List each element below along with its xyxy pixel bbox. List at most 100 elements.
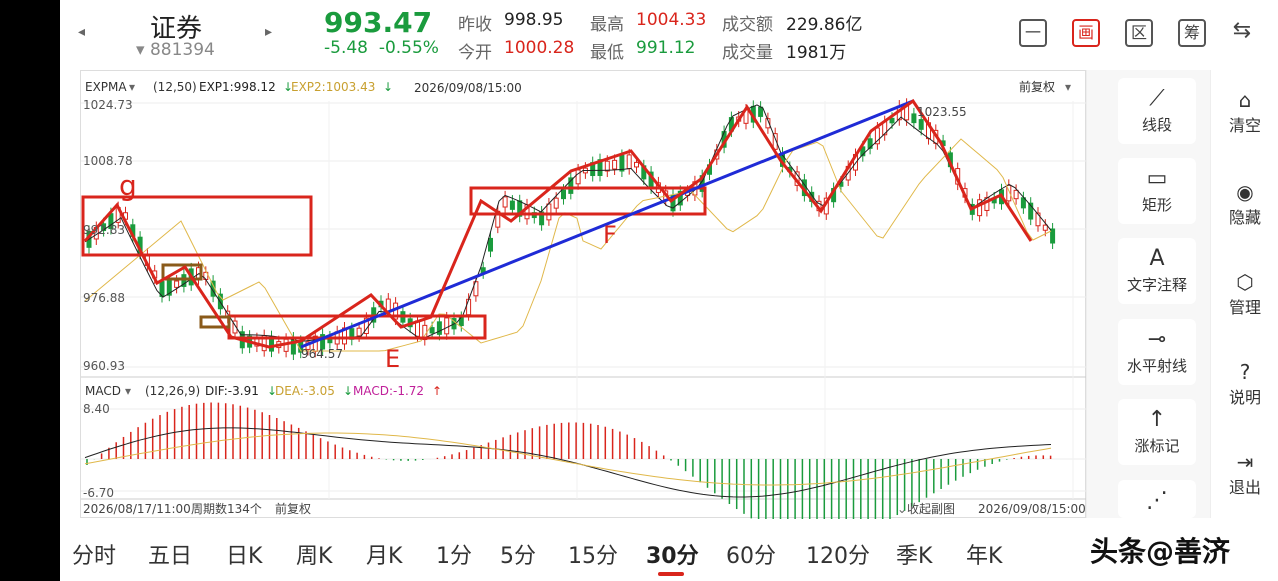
tool-line-segment[interactable]: ⟋ 线段 <box>1118 78 1196 144</box>
y-axis-labels: 1024.73 1008.78 992.83 976.88 960.93 <box>83 98 133 373</box>
candle-body <box>546 203 552 221</box>
collapse-chevron-icon[interactable]: ⌄ <box>897 502 907 516</box>
minimize-icon[interactable]: 一 <box>1019 19 1047 47</box>
candle-body <box>444 317 450 335</box>
exit-button[interactable]: ⇥ 退出 <box>1211 450 1278 498</box>
main-indicator-params: (12,50) <box>153 80 197 94</box>
high-price-label: 1023.55 <box>917 105 967 119</box>
exp2-value: EXP2:1003.43 <box>291 80 375 94</box>
tool-label: 矩形 <box>1141 196 1172 214</box>
stock-code[interactable]: ▾ 881394 <box>136 40 215 60</box>
candle-body <box>758 106 764 117</box>
tool-horizontal-ray[interactable]: ⊸ 水平射线 <box>1118 319 1196 385</box>
period-tab[interactable]: 120分 <box>806 544 870 569</box>
adjust-dropdown-icon[interactable]: ▾ <box>1065 80 1071 94</box>
dif-line <box>84 427 1052 498</box>
quote-value-high: 1004.33 <box>636 10 707 30</box>
drawn-rectangle <box>469 186 707 216</box>
candle-body <box>232 320 238 334</box>
collapse-subchart-button[interactable]: 收起副图 <box>907 502 955 516</box>
period-tab[interactable]: 60分 <box>726 544 776 569</box>
candle-body <box>561 189 566 200</box>
next-stock-arrow[interactable]: ▸ <box>265 24 273 40</box>
clear-button[interactable]: ⌂ 清空 <box>1211 88 1278 136</box>
candle-body <box>181 274 187 287</box>
manage-button[interactable]: ⬡ 管理 <box>1211 270 1278 318</box>
quote-value-prev-close: 998.95 <box>504 10 564 30</box>
active-period-indicator <box>658 572 684 576</box>
candle-body <box>553 197 559 209</box>
tool-text-annotation[interactable]: A 文字注释 <box>1118 238 1196 304</box>
candle-body <box>385 298 391 312</box>
main-indicator-dropdown-icon[interactable]: ▾ <box>129 80 135 94</box>
dif-down-arrow-icon: ↓ <box>267 384 277 398</box>
candle-body <box>101 223 107 232</box>
period-tab[interactable]: 季K <box>896 544 933 569</box>
y-tick-5: 960.93 <box>83 359 125 373</box>
candle-body <box>626 154 632 170</box>
y-tick-3: 992.83 <box>83 223 125 237</box>
period-tab[interactable]: 日K <box>226 544 263 569</box>
drawing-actions-panel: ⌂ 清空 ◉ 隐藏 ⬡ 管理 ? 说明 ⇥ 退出 <box>1210 70 1278 518</box>
footer-period-count: 周期数134个 <box>191 501 262 516</box>
candle-body <box>911 113 917 124</box>
macd-dropdown-icon[interactable]: ▾ <box>125 384 131 398</box>
main-legend: EXPMA ▾ (12,50) EXP1:998.12 ↓ EXP2:1003.… <box>85 79 1071 95</box>
tool-rectangle[interactable]: ▭ 矩形 <box>1118 158 1196 224</box>
period-tab[interactable]: 1分 <box>436 544 472 569</box>
prev-stock-arrow[interactable]: ◂ <box>78 24 86 40</box>
period-tab[interactable]: 5分 <box>500 544 536 569</box>
draw-mode-icon[interactable]: 画 <box>1072 19 1100 47</box>
period-tab-active[interactable]: 30分 <box>646 544 699 569</box>
y-tick-4: 976.88 <box>83 291 125 305</box>
change-value: -5.48 <box>324 38 368 58</box>
landscape-icon[interactable]: ⇆ <box>1232 18 1252 43</box>
kline-chart-area[interactable]: g E F EXPMA ▾ (12,50) EXP1:998.12 ↓ EXP2:1… <box>80 70 1087 519</box>
tool-up-mark[interactable]: ↑ 涨标记 <box>1118 399 1196 465</box>
adjust-selector[interactable]: 前复权 <box>1019 79 1055 94</box>
price-change: -5.48 -0.55% <box>324 38 439 58</box>
tool-more[interactable]: ⋰ <box>1118 480 1196 518</box>
candle-body <box>1006 184 1012 202</box>
tool-label: 水平射线 <box>1126 357 1187 375</box>
candle-body <box>677 190 683 206</box>
candle-body <box>356 327 362 337</box>
period-tab[interactable]: 月K <box>366 544 403 569</box>
candle-body <box>488 237 493 252</box>
period-tab[interactable]: 15分 <box>568 544 618 569</box>
candle-body <box>670 194 676 212</box>
change-percent: -0.55% <box>378 38 439 58</box>
candle-body <box>1013 189 1019 200</box>
period-tab[interactable]: 周K <box>296 544 333 569</box>
candle-body <box>765 118 771 129</box>
macd-y-bottom: -6.70 <box>83 486 114 500</box>
trend-line <box>300 99 914 349</box>
user-drawings: g E F <box>81 98 1033 373</box>
tool-label: 线段 <box>1141 116 1172 134</box>
side-action-label: 退出 <box>1228 478 1261 497</box>
kline-chart-svg[interactable]: g E F EXPMA ▾ (12,50) EXP1:998.12 ↓ EXP2:1… <box>81 71 1087 519</box>
watermark: 头条@善济 <box>1090 535 1231 568</box>
period-tab[interactable]: 年K <box>966 544 1003 569</box>
annotation-g: g <box>119 169 137 202</box>
tool-label: 涨标记 <box>1134 437 1180 455</box>
exp1-line <box>84 104 1052 342</box>
period-tab[interactable]: 分时 <box>72 544 117 569</box>
clear-icon: ⌂ <box>1238 88 1252 112</box>
main-indicator-name[interactable]: EXPMA <box>85 80 127 94</box>
period-tab[interactable]: 五日 <box>148 544 193 569</box>
y-tick-1: 1024.73 <box>83 98 133 112</box>
hide-button[interactable]: ◉ 隐藏 <box>1211 180 1278 228</box>
exp2-down-arrow-icon: ↓ <box>383 80 393 94</box>
help-button[interactable]: ? 说明 <box>1211 360 1278 408</box>
app-screen: ◂ ▸ 证券 ▾ 881394 993.47 -5.48 -0.55% 昨收 9… <box>60 0 1278 581</box>
chip-icon[interactable]: 筹 <box>1178 19 1206 47</box>
dea-line <box>84 432 1052 486</box>
side-action-label: 说明 <box>1228 388 1261 407</box>
macd-histogram <box>84 402 1052 519</box>
quote-label-volume: 成交量 <box>722 43 773 63</box>
macd-indicator-name[interactable]: MACD <box>85 384 121 398</box>
interval-icon[interactable]: 区 <box>1125 19 1153 47</box>
annotation-e: E <box>385 345 400 373</box>
candle-body <box>466 298 472 316</box>
